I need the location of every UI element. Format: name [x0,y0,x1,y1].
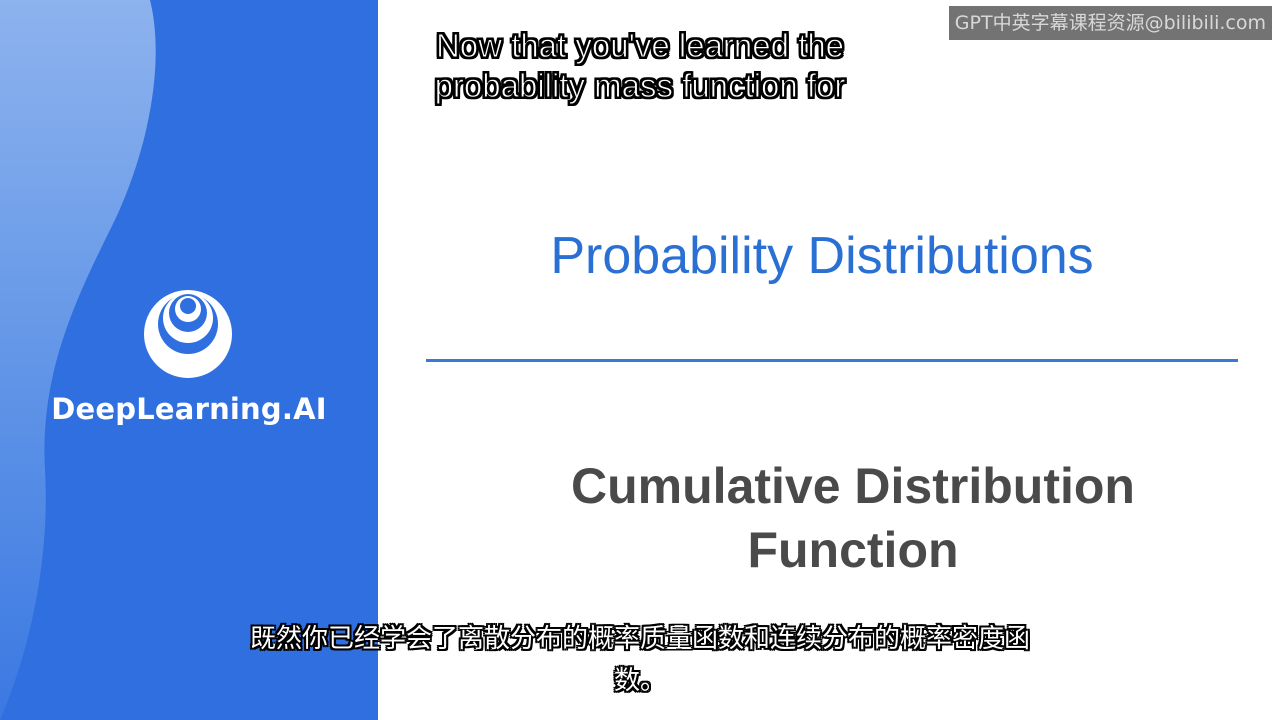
english-caption: Now that you've learned the probability … [380,26,900,106]
slide-subtitle-line: Function [747,522,959,578]
english-caption-line: probability mass function for [434,67,846,105]
english-caption-line: Now that you've learned the [435,27,845,65]
brand-name: DeepLearning.AI [51,392,327,426]
concentric-circles-logo-icon [144,290,232,378]
chinese-caption-line: 数。 [613,666,666,696]
chinese-caption-line: 既然你已经学会了离散分布的概率质量函数和连续分布的概率密度函 [249,624,1030,654]
slide-title: Probability Distributions [550,227,1094,285]
brand-panel: DeepLearning.AI [0,0,378,720]
chinese-caption: 既然你已经学会了离散分布的概率质量函数和连续分布的概率密度函 数。 [200,618,1080,702]
divider [426,359,1238,362]
slide-subtitle: Cumulative Distribution Function [430,454,1276,582]
slide-subtitle-line: Cumulative Distribution [571,458,1135,514]
watermark: GPT中英字幕课程资源@bilibili.com [948,6,1272,40]
wave-decoration [0,0,156,720]
